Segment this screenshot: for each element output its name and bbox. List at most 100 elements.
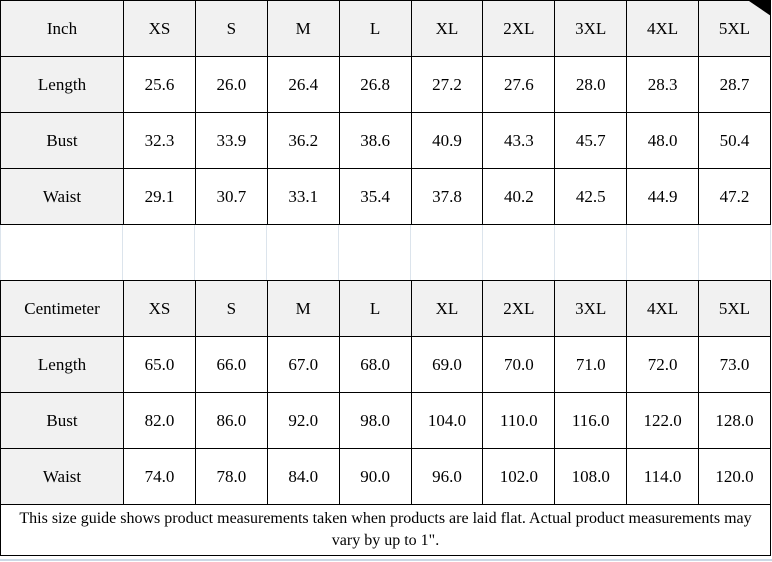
value-cell: 33.1 (266, 168, 340, 225)
size-header-cell: XL (410, 280, 484, 337)
gap-cell (267, 225, 339, 280)
size-header-cell: 2XL (482, 0, 556, 57)
size-header-cell: M (266, 280, 340, 337)
value-cell: 26.0 (194, 56, 268, 113)
header-row: Inch XS S M L XL 2XL 3XL 4XL 5XL (0, 0, 771, 57)
value-cell: 90.0 (338, 448, 412, 505)
cm-table: Centimeter XS S M L XL 2XL 3XL 4XL 5XL Length 65.0 6… (0, 280, 771, 505)
value-cell: 40.9 (410, 112, 484, 169)
size-header-cell: 3XL (554, 280, 628, 337)
bottom-divider (0, 559, 772, 561)
value-cell: 27.2 (410, 56, 484, 113)
folded-corner-icon (749, 1, 771, 16)
value-cell: 69.0 (410, 336, 484, 393)
gap-cell (123, 225, 195, 280)
row-label-cell: Waist (0, 168, 124, 225)
value-cell: 25.6 (123, 56, 196, 113)
value-cell: 92.0 (266, 392, 340, 449)
gap-cell (411, 225, 483, 280)
value-cell: 40.2 (482, 168, 556, 225)
value-cell: 128.0 (698, 392, 771, 449)
inch-table: Inch XS S M L XL 2XL 3XL 4XL 5XL Length 25.6 26.0 26.… (0, 0, 771, 225)
value-cell: 116.0 (554, 392, 628, 449)
size-header-cell: L (338, 0, 412, 57)
size-header-cell: L (338, 280, 412, 337)
value-cell: 26.4 (266, 56, 340, 113)
value-cell: 50.4 (698, 112, 771, 169)
size-header-cell: S (194, 0, 268, 57)
value-cell: 30.7 (194, 168, 268, 225)
gap-cell (699, 225, 771, 280)
value-cell: 28.7 (698, 56, 771, 113)
value-cell: 78.0 (194, 448, 268, 505)
value-cell: 44.9 (626, 168, 699, 225)
row-label-cell: Bust (0, 392, 124, 449)
value-cell: 37.8 (410, 168, 484, 225)
value-cell: 70.0 (482, 336, 556, 393)
value-cell: 32.3 (123, 112, 196, 169)
value-cell: 104.0 (410, 392, 484, 449)
value-cell: 84.0 (266, 448, 340, 505)
size-header-cell: XS (123, 0, 196, 57)
value-cell: 72.0 (626, 336, 699, 393)
row-label-cell: Length (0, 336, 124, 393)
value-cell: 66.0 (194, 336, 268, 393)
row-label-cell: Length (0, 56, 124, 113)
value-cell: 48.0 (626, 112, 699, 169)
value-cell: 27.6 (482, 56, 556, 113)
gap-cell (195, 225, 267, 280)
value-cell: 28.0 (554, 56, 628, 113)
size-header-cell: S (194, 280, 268, 337)
value-cell: 122.0 (626, 392, 699, 449)
value-cell: 120.0 (698, 448, 771, 505)
size-header-cell: 3XL (554, 0, 628, 57)
gap-cell (0, 225, 123, 280)
value-cell: 74.0 (123, 448, 196, 505)
centimeter-size-table-container: Centimeter XS S M L XL 2XL 3XL 4XL 5XL Length 65.0 6… (0, 280, 772, 505)
value-cell: 45.7 (554, 112, 628, 169)
value-cell: 82.0 (123, 392, 196, 449)
value-cell: 38.6 (338, 112, 412, 169)
gap-cell (627, 225, 699, 280)
measurement-row: Length 25.6 26.0 26.4 26.8 27.2 27.6 28.0 28.3 28… (0, 56, 771, 113)
value-cell: 102.0 (482, 448, 556, 505)
gap-cell (555, 225, 627, 280)
gap-cell (339, 225, 411, 280)
value-cell: 67.0 (266, 336, 340, 393)
value-cell: 36.2 (266, 112, 340, 169)
value-cell: 26.8 (338, 56, 412, 113)
value-cell: 110.0 (482, 392, 556, 449)
value-cell: 65.0 (123, 336, 196, 393)
value-cell: 28.3 (626, 56, 699, 113)
inch-size-table-container: Inch XS S M L XL 2XL 3XL 4XL 5XL Length 25.6 26.0 26.… (0, 0, 772, 225)
measurement-row: Length 65.0 66.0 67.0 68.0 69.0 70.0 71.0 72.0 73… (0, 336, 771, 393)
unit-header-cell: Inch (0, 0, 124, 57)
size-header-cell: 4XL (626, 280, 699, 337)
size-header-cell: XL (410, 0, 484, 57)
value-cell: 73.0 (698, 336, 771, 393)
gap-cell (483, 225, 555, 280)
measurement-row: Waist 29.1 30.7 33.1 35.4 37.8 40.2 42.5 44.9 47.… (0, 168, 771, 225)
table-gap (0, 225, 771, 280)
value-cell: 98.0 (338, 392, 412, 449)
size-header-cell: 5XL (698, 280, 771, 337)
value-cell: 71.0 (554, 336, 628, 393)
measurement-row: Waist 74.0 78.0 84.0 90.0 96.0 102.0 108.0 114.0… (0, 448, 771, 505)
measurement-row: Bust 82.0 86.0 92.0 98.0 104.0 110.0 116.0 122.0… (0, 392, 771, 449)
unit-header-cell: Centimeter (0, 280, 124, 337)
size-header-cell: XS (123, 280, 196, 337)
row-label-cell: Waist (0, 448, 124, 505)
value-cell: 47.2 (698, 168, 771, 225)
value-cell: 108.0 (554, 448, 628, 505)
size-guide-footer-note: This size guide shows product measuremen… (0, 504, 771, 556)
value-cell: 35.4 (338, 168, 412, 225)
value-cell: 68.0 (338, 336, 412, 393)
row-label-cell: Bust (0, 112, 124, 169)
size-header-cell: 2XL (482, 280, 556, 337)
value-cell: 114.0 (626, 448, 699, 505)
size-header-cell: 4XL (626, 0, 699, 57)
value-cell: 96.0 (410, 448, 484, 505)
value-cell: 42.5 (554, 168, 628, 225)
size-header-cell: M (266, 0, 340, 57)
header-row: Centimeter XS S M L XL 2XL 3XL 4XL 5XL (0, 280, 771, 337)
